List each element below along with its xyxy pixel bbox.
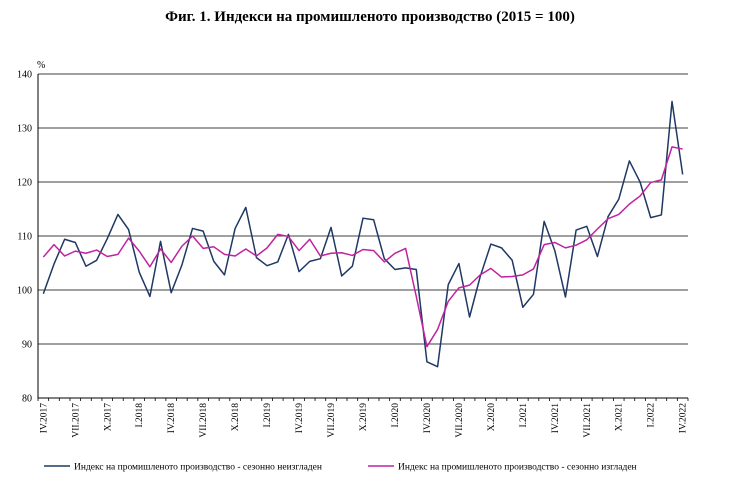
series-lines <box>42 100 684 368</box>
gridlines <box>38 73 688 345</box>
x-tick-label: X.2019 <box>359 403 369 431</box>
x-tick-label: X.2020 <box>487 403 497 431</box>
y-tick-label: 80 <box>22 394 32 405</box>
x-tick-label: I.2018 <box>135 403 145 428</box>
x-tick-label: VII.2017 <box>71 403 81 438</box>
x-tick-label: I.2019 <box>263 403 273 428</box>
x-tick-label: VII.2021 <box>583 403 593 438</box>
x-tick-label: IV.2017 <box>39 403 49 433</box>
series-line-1 <box>42 100 684 368</box>
x-tick-label: IV.2020 <box>423 403 433 433</box>
y-axis-label: % <box>37 60 45 71</box>
axes <box>37 74 689 401</box>
y-tick-label: 90 <box>22 340 32 351</box>
x-tick-label: IV.2021 <box>551 403 561 433</box>
x-tick-label: IV.2019 <box>295 403 305 433</box>
x-tick-label: I.2020 <box>391 403 401 428</box>
x-tick-label: I.2022 <box>647 403 657 428</box>
y-tick-label: 120 <box>17 178 32 189</box>
x-tick-label: IV.2018 <box>167 403 177 433</box>
y-tick-label: 140 <box>17 70 32 81</box>
x-tick-label: VII.2018 <box>199 403 209 438</box>
legend: Индекс на промишленото производство - се… <box>44 463 637 473</box>
x-tick-label: VII.2019 <box>327 403 337 438</box>
chart-title: Фиг. 1. Индекси на промишленото производ… <box>165 9 575 25</box>
x-tick-label: X.2018 <box>231 403 241 431</box>
x-tick-labels: IV.2017 VII.2017 X.2017 I.2018 IV.2018 VII.20… <box>39 403 688 438</box>
legend-label-2: Индекс на промишленото производство - се… <box>398 463 637 473</box>
x-tick-label: IV.2022 <box>679 403 689 433</box>
x-tick-label: VII.2020 <box>455 403 465 438</box>
x-tick-label: X.2021 <box>615 403 625 431</box>
y-tick-labels: 80 90 100 110 120 130 140 <box>17 70 32 405</box>
y-tick-label: 100 <box>17 286 32 297</box>
x-tick-label: I.2021 <box>519 403 529 428</box>
y-tick-label: 110 <box>17 232 32 243</box>
legend-label-1: Индекс на промишленото производство - се… <box>74 463 322 473</box>
y-tick-label: 130 <box>17 124 32 135</box>
x-tick-label: X.2017 <box>103 403 113 431</box>
series-line-2 <box>42 146 683 348</box>
